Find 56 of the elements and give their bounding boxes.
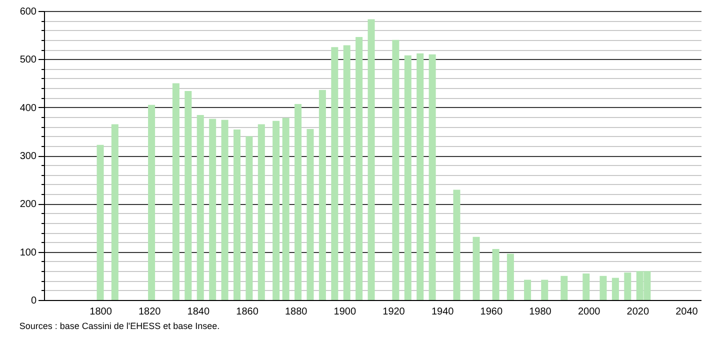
x-tick-label: 1980 bbox=[529, 306, 552, 318]
x-tick-label: 1840 bbox=[187, 306, 210, 318]
bar bbox=[506, 254, 514, 300]
bar bbox=[624, 272, 632, 300]
bar bbox=[428, 54, 436, 300]
bar bbox=[343, 45, 350, 300]
bar bbox=[612, 278, 619, 300]
x-tick-label: 1880 bbox=[284, 306, 308, 318]
bar bbox=[331, 47, 338, 300]
bar bbox=[272, 120, 280, 300]
x-tick-label: 1960 bbox=[480, 306, 503, 318]
source-note: Sources : base Cassini de l'EHESS et base Insee. bbox=[19, 321, 220, 331]
bar bbox=[416, 53, 424, 300]
bar bbox=[368, 19, 375, 300]
bar bbox=[600, 276, 607, 300]
bar bbox=[196, 115, 204, 300]
y-tick-label: 300 bbox=[20, 151, 37, 162]
x-tick-label: 2040 bbox=[676, 306, 698, 318]
bar bbox=[282, 118, 290, 300]
x-tick-label: 1820 bbox=[138, 306, 162, 318]
bar bbox=[492, 248, 500, 300]
x-tick-label: 1900 bbox=[334, 306, 356, 318]
y-tick-label: 500 bbox=[20, 54, 37, 66]
y-tick-label: 200 bbox=[20, 199, 37, 210]
bar bbox=[318, 90, 326, 300]
bar bbox=[392, 40, 400, 300]
bar bbox=[209, 118, 216, 300]
bar bbox=[111, 124, 118, 300]
bar bbox=[582, 274, 590, 300]
bar bbox=[560, 276, 568, 300]
bar bbox=[524, 280, 532, 300]
bar bbox=[306, 129, 314, 300]
x-tick-label: 2020 bbox=[626, 306, 650, 318]
bar bbox=[221, 120, 228, 300]
bar bbox=[184, 90, 192, 300]
y-tick-label: 400 bbox=[20, 102, 37, 114]
y-tick-label: 600 bbox=[20, 6, 37, 18]
bar bbox=[148, 104, 156, 300]
x-tick-label: 1920 bbox=[382, 306, 406, 318]
bar bbox=[294, 104, 302, 300]
x-tick-label: 2000 bbox=[578, 306, 601, 318]
x-tick-label: 1860 bbox=[236, 306, 259, 318]
bar bbox=[258, 124, 265, 300]
x-tick-label: 1940 bbox=[431, 306, 454, 318]
bar bbox=[246, 136, 253, 300]
bar bbox=[233, 129, 240, 300]
x-tick-label: 1800 bbox=[90, 306, 112, 318]
bar bbox=[472, 236, 480, 300]
bar bbox=[172, 83, 180, 300]
bar bbox=[356, 37, 363, 300]
bar bbox=[541, 280, 548, 300]
y-tick-label: 100 bbox=[20, 247, 37, 258]
bar bbox=[453, 190, 460, 300]
bar bbox=[404, 55, 412, 300]
bar bbox=[96, 144, 104, 300]
y-tick-label: 0 bbox=[30, 296, 37, 306]
